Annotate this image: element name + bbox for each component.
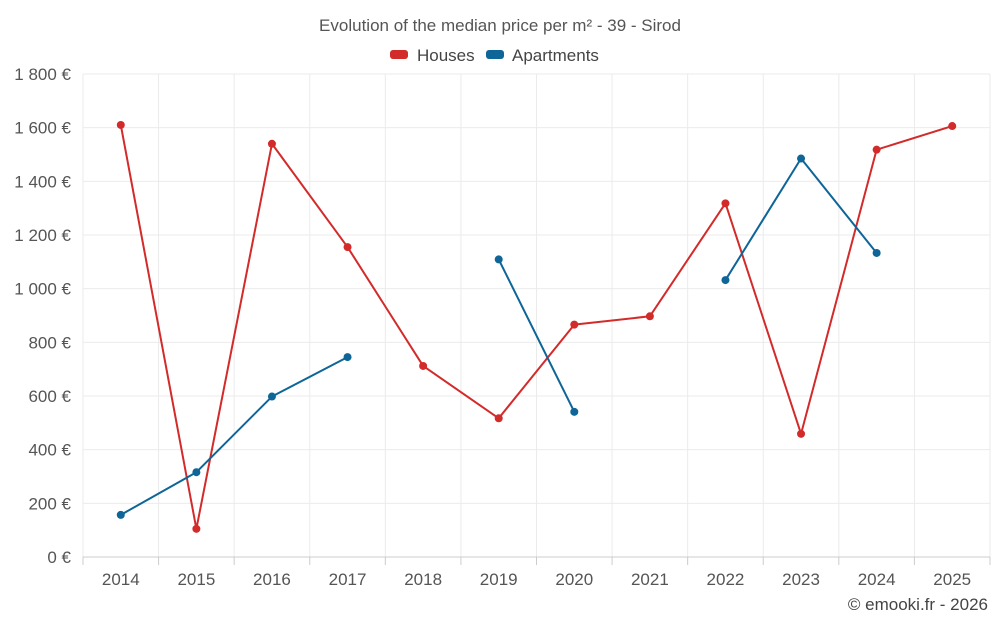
data-point-houses[interactable]	[721, 199, 730, 208]
data-point-houses[interactable]	[797, 429, 806, 438]
x-tick-label: 2021	[631, 570, 669, 589]
legend: Houses Apartments	[390, 46, 599, 65]
data-point-houses[interactable]	[872, 145, 881, 154]
data-point-apartments[interactable]	[797, 154, 806, 163]
x-tick-label: 2018	[404, 570, 442, 589]
x-tick-label: 2024	[858, 570, 896, 589]
x-tick-label: 2015	[177, 570, 215, 589]
x-tick-label: 2025	[933, 570, 971, 589]
series-houses	[116, 120, 957, 533]
series-layer	[116, 120, 957, 533]
y-tick-label: 600 €	[28, 387, 71, 406]
axes: 0 € 200 € 400 € 600 € 800 € 1 000 € 1 200 € 1 4…	[14, 65, 991, 589]
grid	[82, 73, 991, 557]
y-tick-label: 1 400 €	[14, 172, 71, 191]
y-tick-label: 1 200 €	[14, 226, 71, 245]
data-point-apartments[interactable]	[116, 510, 125, 519]
data-point-apartments[interactable]	[343, 353, 352, 362]
y-tick-label: 0 €	[47, 548, 71, 567]
series-line-apartments	[724, 157, 878, 281]
data-point-apartments[interactable]	[721, 276, 730, 285]
series-line-apartments	[497, 258, 576, 413]
data-point-houses[interactable]	[343, 243, 352, 252]
x-tick-label: 2014	[102, 570, 140, 589]
data-point-houses[interactable]	[948, 122, 957, 131]
data-point-houses[interactable]	[645, 312, 654, 321]
y-tick-label: 800 €	[28, 333, 71, 352]
y-tick-label: 1 000 €	[14, 280, 71, 299]
data-point-houses[interactable]	[570, 320, 579, 329]
legend-swatch-houses	[390, 50, 408, 59]
y-tick-label: 200 €	[28, 494, 71, 513]
series-line-houses	[119, 124, 953, 530]
data-point-apartments[interactable]	[570, 407, 579, 416]
series-apartments	[116, 154, 881, 519]
data-point-houses[interactable]	[192, 524, 201, 533]
data-point-houses[interactable]	[116, 120, 125, 129]
data-point-apartments[interactable]	[872, 248, 881, 257]
data-point-apartments[interactable]	[192, 468, 201, 477]
x-tick-label: 2019	[480, 570, 518, 589]
x-tick-label: 2017	[329, 570, 367, 589]
x-tick-label: 2020	[555, 570, 593, 589]
x-tick-label: 2023	[782, 570, 820, 589]
y-tick-label: 1 600 €	[14, 119, 71, 138]
chart-title: Evolution of the median price per m² - 3…	[319, 16, 681, 35]
data-point-houses[interactable]	[494, 414, 503, 423]
data-point-houses[interactable]	[267, 139, 276, 148]
data-point-apartments[interactable]	[267, 392, 276, 401]
legend-label-apartments: Apartments	[512, 46, 599, 65]
legend-item-apartments[interactable]: Apartments	[486, 46, 599, 65]
y-tick-label: 400 €	[28, 441, 71, 460]
legend-label-houses: Houses	[417, 46, 475, 65]
x-tick-label: 2016	[253, 570, 291, 589]
y-tick-label: 1 800 €	[14, 65, 71, 84]
data-point-apartments[interactable]	[494, 255, 503, 264]
data-point-houses[interactable]	[419, 361, 428, 370]
x-tick-label: 2022	[707, 570, 745, 589]
legend-swatch-apartments	[486, 50, 504, 59]
legend-item-houses[interactable]: Houses	[390, 46, 475, 65]
credit-text: © emooki.fr - 2026	[848, 595, 988, 614]
series-line-apartments	[120, 356, 349, 516]
